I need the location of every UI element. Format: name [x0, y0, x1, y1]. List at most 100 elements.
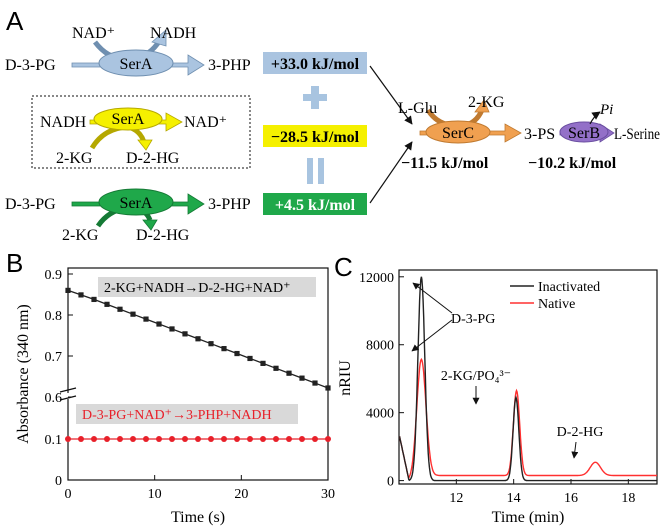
data-point — [234, 436, 240, 442]
trace-inactivated — [398, 276, 657, 482]
row2-enzyme — [93, 107, 163, 131]
data-point — [182, 436, 188, 442]
data-point — [273, 436, 279, 442]
data-point — [130, 311, 136, 317]
chart-c-frame — [398, 269, 658, 485]
data-point — [208, 341, 214, 347]
annotation-2kg: 2-KG/PO₄³⁻ — [441, 369, 511, 384]
data-point — [65, 436, 71, 442]
data-point — [156, 436, 162, 442]
row2-energy: −28.5 kJ/mol — [271, 129, 360, 146]
data-point — [143, 316, 149, 322]
series2-label-bg — [76, 404, 298, 424]
annotation-d3pg-arrow-top — [412, 282, 453, 314]
y-tick-label: 12000 — [359, 271, 394, 286]
equals-sign — [307, 158, 324, 184]
x-tick-label: 30 — [321, 487, 335, 502]
row3-left: D-3-PG — [5, 196, 56, 213]
data-point — [325, 385, 331, 391]
serine-label: L-Serine — [614, 126, 660, 143]
data-point — [286, 436, 292, 442]
serb-enzyme — [559, 121, 609, 143]
row2-right: NAD⁺ — [184, 114, 227, 131]
data-point — [247, 436, 253, 442]
data-point — [260, 436, 266, 442]
chart-c-xlabel: Time (min) — [492, 509, 565, 526]
plus-sign — [303, 86, 327, 109]
legend-native: Native — [538, 297, 575, 312]
row3-hg-head — [142, 219, 158, 231]
chart-c-ylabel: nRIU — [337, 360, 354, 396]
row1-enzyme-label: SerA — [120, 56, 153, 73]
data-point — [156, 321, 162, 327]
ps-label: 3-PS — [524, 126, 555, 143]
chart-c: 12 14 16 18 0 4000 8000 12000 Inactivated Nativ… — [337, 269, 658, 526]
panel-b-label: B — [6, 248, 23, 278]
data-point — [169, 326, 175, 332]
chart-b-ticks: 0 10 20 30 0 0.1 0.6 0.7 0.8 0.9 — [45, 268, 336, 502]
data-point — [208, 436, 214, 442]
y-tick-label: 0.9 — [45, 268, 63, 283]
chart-b-xlabel: Time (s) — [171, 509, 225, 526]
scheme-row2: SerA NADH NAD⁺ 2-KG D-2-HG −28.5 kJ/mol — [31, 95, 367, 169]
data-point — [104, 301, 110, 307]
data-point — [221, 436, 227, 442]
x-tick-label: 14 — [507, 491, 521, 506]
row2-energy-box — [263, 125, 367, 147]
row2-left: NADH — [40, 114, 87, 131]
data-point — [65, 287, 71, 293]
data-point — [117, 436, 123, 442]
pi-arrow — [589, 111, 601, 125]
row2-bottom-right: D-2-HG — [126, 150, 180, 167]
y-tick-label: 4000 — [366, 407, 394, 422]
y-tick-label: 0.1 — [45, 433, 63, 448]
kg-label: 2-KG — [468, 94, 505, 111]
data-point — [182, 331, 188, 337]
y-tick-label: 8000 — [366, 339, 394, 354]
axis-break-gap — [60, 393, 76, 399]
y-tick-label: 0.6 — [45, 391, 63, 406]
row3-right: 3-PHP — [208, 196, 251, 213]
x-tick-label: 10 — [148, 487, 162, 502]
data-point — [312, 436, 318, 442]
data-point — [299, 436, 305, 442]
x-tick-label: 12 — [449, 491, 463, 506]
scheme-row1: SerA D-3-PG NAD⁺ NADH 3-PHP +33.0 kJ/mol — [5, 25, 367, 77]
pi-label: Pi — [599, 102, 613, 118]
row3-energy: +4.5 kJ/mol — [275, 197, 356, 214]
row3-bottom-left: 2-KG — [62, 227, 99, 244]
data-point — [195, 336, 201, 342]
row1-cofactor-out: NADH — [150, 25, 197, 42]
trace-native — [398, 357, 657, 480]
panel-a-label: A — [6, 6, 24, 36]
row2-bottom-left: 2-KG — [56, 150, 93, 167]
data-point — [273, 365, 279, 371]
row2-enzyme-label: SerA — [112, 111, 145, 128]
x-tick-label: 20 — [234, 487, 248, 502]
axis-break-mark-1 — [59, 387, 77, 393]
series1-label: 2-KG+NADH→D-2-HG+NAD⁺ — [104, 281, 291, 296]
annotation-d3pg-arrow-bottom — [411, 319, 453, 352]
y-tick-label: 0.8 — [45, 309, 63, 324]
serc-label: SerC — [442, 125, 474, 142]
row1-left: D-3-PG — [5, 57, 56, 74]
data-point — [195, 436, 201, 442]
data-point — [143, 436, 149, 442]
row1-energy-box — [263, 52, 367, 74]
row1-energy: +33.0 kJ/mol — [271, 56, 360, 73]
chart-b-series — [65, 287, 331, 442]
series2-label: D-3-PG+NAD⁺→3-PHP+NADH — [82, 408, 272, 423]
scheme-downstream: SerC L-Glu 2-KG 3-PS SerB Pi L-Serine −1… — [398, 94, 660, 172]
x-tick-label: 16 — [564, 491, 578, 506]
serc-enzyme — [425, 120, 491, 144]
glu-label: L-Glu — [398, 100, 437, 117]
row1-cofactor-out-head — [151, 29, 167, 47]
row3-energy-box — [263, 193, 367, 215]
annotation-d3pg: D-3-PG — [451, 312, 495, 327]
data-point — [299, 375, 305, 381]
row1-enzyme — [98, 49, 174, 77]
data-point — [169, 436, 175, 442]
x-tick-label: 0 — [65, 487, 72, 502]
data-point — [78, 292, 84, 298]
data-point — [234, 350, 240, 357]
